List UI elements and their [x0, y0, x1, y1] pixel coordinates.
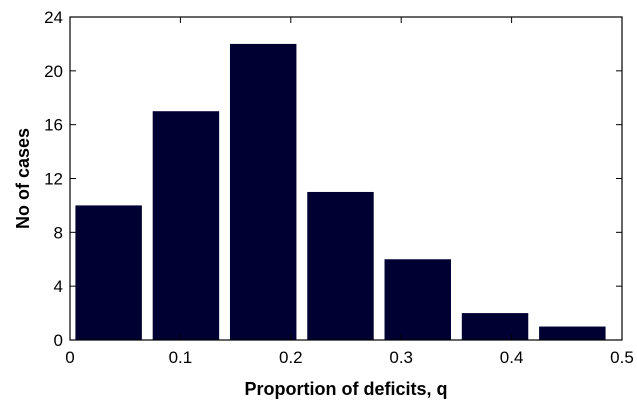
x-tick-label: 0: [65, 348, 74, 367]
bar-2: [229, 43, 297, 341]
bar-3: [307, 191, 374, 340]
y-tick-label: 8: [54, 223, 63, 242]
y-tick-label: 20: [44, 62, 63, 81]
bar-6: [539, 326, 606, 340]
y-tick-label: 16: [44, 116, 63, 135]
x-ticks-group: 0 0.1 0.2 0.3 0.4 0.5: [65, 17, 634, 367]
bars-group: [75, 43, 606, 341]
y-ticks-group: 0 4 8 12 16 20 24: [44, 8, 622, 350]
y-tick-label: 0: [54, 331, 63, 350]
y-tick-label: 4: [54, 277, 63, 296]
bar-4: [384, 259, 451, 340]
y-axis-label: No of cases: [13, 128, 33, 229]
y-tick-label: 12: [44, 170, 63, 189]
bar-5: [461, 313, 529, 340]
x-tick-label: 0.4: [500, 348, 524, 367]
x-tick-label: 0.1: [169, 348, 193, 367]
x-axis-label: Proportion of deficits, q: [245, 379, 448, 399]
bar-0: [75, 205, 142, 340]
bar-1: [152, 111, 220, 340]
x-tick-label: 0.3: [389, 348, 413, 367]
x-tick-label: 0.5: [610, 348, 634, 367]
y-tick-label: 24: [44, 8, 63, 27]
x-tick-label: 0.2: [279, 348, 303, 367]
